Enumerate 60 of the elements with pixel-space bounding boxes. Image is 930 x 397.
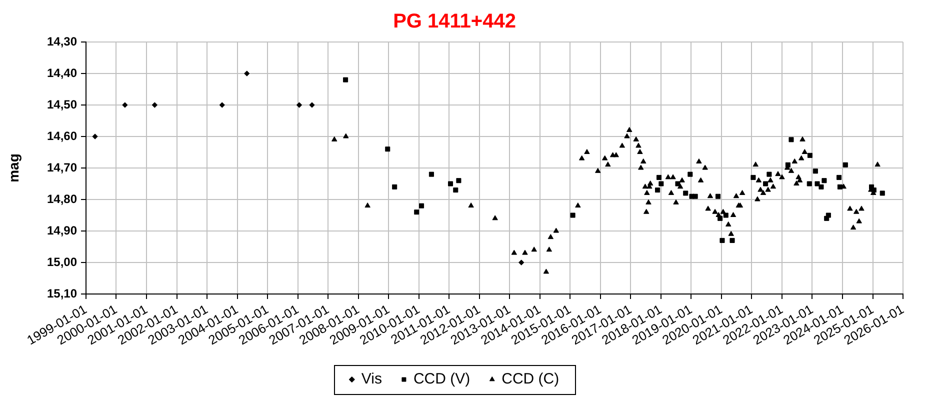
point: [723, 212, 728, 218]
point: [675, 181, 680, 186]
point: [448, 181, 454, 186]
point: [826, 212, 831, 218]
point: [750, 174, 756, 180]
point: [718, 216, 723, 221]
y-tick-label: 14,50: [46, 97, 78, 112]
y-tick-label: 14,70: [46, 160, 78, 174]
legend-label: Vis: [361, 370, 382, 388]
point: [806, 181, 812, 186]
point: [655, 188, 660, 193]
point: [812, 168, 818, 174]
legend-label: CCD (V): [413, 370, 470, 388]
point: [836, 174, 842, 180]
point: [385, 146, 390, 152]
point: [219, 102, 225, 108]
point: [880, 190, 885, 196]
point: [692, 194, 698, 199]
y-tick-label: 15,00: [46, 254, 78, 269]
point: [763, 181, 768, 186]
point: [720, 238, 725, 243]
point: [518, 260, 524, 266]
point: [807, 152, 812, 158]
point: [658, 181, 664, 186]
point: [244, 70, 250, 76]
chart-title: PG 1411+442: [393, 10, 516, 33]
point: [814, 181, 820, 186]
point: [343, 77, 348, 82]
point: [842, 162, 848, 168]
y-tick-label: 14,40: [46, 66, 78, 80]
legend-label: CCD (C): [502, 370, 560, 388]
point: [766, 172, 772, 177]
point: [122, 102, 128, 108]
y-tick-label: 14,60: [46, 128, 78, 143]
point: [92, 134, 98, 140]
point: [818, 184, 824, 190]
point: [785, 162, 790, 168]
point: [414, 210, 420, 215]
y-tick-label: 15,10: [46, 286, 78, 300]
point: [570, 212, 576, 218]
y-axis-title: mag: [5, 154, 22, 182]
point: [788, 137, 794, 142]
point: [309, 102, 315, 108]
point: [296, 102, 302, 108]
point: [837, 184, 842, 190]
point: [152, 102, 158, 108]
point: [456, 178, 462, 184]
point: [392, 184, 398, 190]
point: [716, 194, 721, 199]
point: [419, 203, 424, 208]
point: [822, 178, 827, 184]
y-tick-label: 14,30: [46, 34, 78, 48]
point: [683, 190, 688, 196]
y-tick-label: 14,90: [46, 223, 78, 238]
point: [730, 238, 735, 243]
point: [688, 172, 693, 177]
point: [453, 188, 458, 193]
point: [656, 174, 662, 180]
point: [428, 172, 434, 177]
y-tick-label: 14,80: [46, 192, 78, 206]
